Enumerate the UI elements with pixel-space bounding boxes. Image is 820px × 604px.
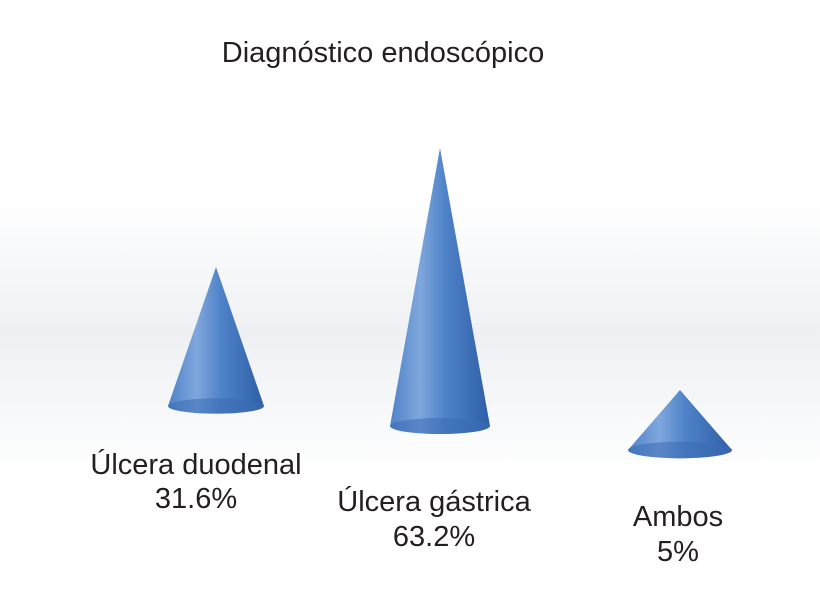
category-label: Úlcera duodenal <box>90 448 301 481</box>
cone-body <box>628 390 732 459</box>
cone-mark <box>168 267 264 414</box>
cone-base <box>390 418 490 434</box>
cone-base <box>168 398 264 414</box>
cone-base <box>628 441 732 459</box>
cone-mark <box>390 148 490 434</box>
value-label: 31.6% <box>155 483 237 515</box>
chart-title: Diagnóstico endoscópico <box>222 37 544 69</box>
value-label: 5% <box>657 536 699 568</box>
cone-body <box>168 267 264 414</box>
category-label: Ambos <box>633 501 723 533</box>
cone-body <box>390 148 490 434</box>
value-label: 63.2% <box>393 521 475 553</box>
cone-mark <box>628 390 732 459</box>
category-label: Úlcera gástrica <box>337 485 531 518</box>
